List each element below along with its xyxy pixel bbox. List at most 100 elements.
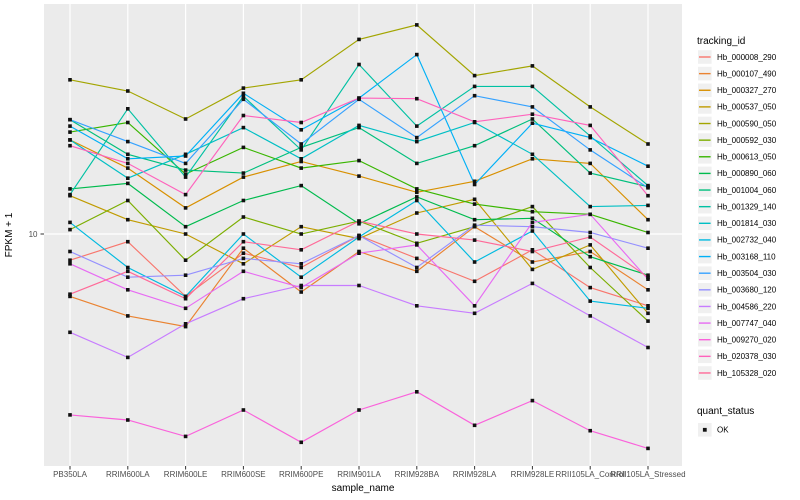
data-point [646,311,650,316]
data-point [357,408,361,412]
data-point [241,296,246,301]
data-point [299,159,303,164]
legend-entry: Hb_003680_120 [698,283,777,297]
legend-label: Hb_002732_040 [717,236,777,245]
data-point [472,197,477,202]
data-point [415,269,419,274]
legend-label: Hb_001329_140 [717,203,777,212]
data-point [299,120,303,125]
legend-label: Hb_000592_030 [717,136,777,145]
data-point [241,97,246,102]
data-point [530,204,535,209]
data-point [299,183,303,188]
data-point [183,296,188,301]
axis-ticks: PB350LA RRIM600LA RRIM600LE RRIM600SE RRIM60… [40,233,686,479]
legend-entry: Hb_000537_050 [698,100,777,114]
data-point [126,269,130,274]
legend-label: Hb_000890_060 [717,169,777,178]
data-point [588,230,592,235]
x-tick-label: RRIM600SE [221,470,265,479]
legend-entry: Hb_000008_290 [698,50,777,64]
data-point [530,249,535,254]
data-point [68,187,72,191]
data-point [126,418,130,422]
data-point [357,222,361,226]
data-point [357,174,361,178]
data-point [646,345,650,350]
data-point [68,138,72,142]
data-point [588,299,592,303]
data-point [472,84,477,89]
data-point [415,96,419,101]
data-point [646,288,650,292]
legend-label: Hb_007747_040 [717,319,777,328]
data-point [299,78,303,82]
data-point [68,292,72,296]
data-point [299,248,303,252]
data-point [472,311,477,316]
data-point [68,258,72,262]
data-point [183,206,188,210]
data-point [646,246,650,250]
data-point [68,78,72,82]
x-tick-label: RRIM928BA [395,470,440,479]
data-point [646,446,650,451]
data-point [299,262,303,266]
data-point [183,175,188,179]
data-point [357,251,361,255]
legend-entry: Hb_000590_050 [698,116,777,131]
x-axis-title: sample_name [332,483,395,494]
legend-entry: Hb_000327_270 [698,83,777,98]
data-point [299,148,303,152]
data-point [588,249,592,254]
legend-entry: Hb_003504_030 [698,266,777,280]
data-point [299,285,303,290]
legend-title-quant-status: quant_status [697,406,754,417]
data-point [241,269,246,274]
data-point [530,260,535,264]
legend-entry: Hb_001814_030 [698,216,777,231]
data-point [357,219,361,223]
data-point [415,265,419,270]
data-point [68,143,72,148]
data-point [126,139,130,144]
data-point [588,235,592,239]
data-point [646,319,650,323]
data-point [472,423,477,428]
legend-label: Hb_020378_030 [717,352,777,361]
x-tick-label: RRIM600LE [164,470,208,479]
data-point [241,125,246,130]
data-point [472,279,477,284]
x-tick-label: PB350LA [53,470,87,479]
legend-quant-status: OK [698,423,729,437]
data-point [530,152,535,157]
legend-label: Hb_001814_030 [717,219,777,228]
data-point [357,158,361,163]
data-point [299,290,303,294]
legend-label: Hb_000327_270 [717,86,777,95]
data-point [472,73,477,78]
data-point [472,238,477,242]
data-point [415,195,419,199]
data-point [183,294,188,299]
data-point [241,232,246,236]
data-point [588,148,592,152]
data-point [299,283,303,288]
data-point [646,183,650,188]
data-point [241,262,246,266]
legend-title-tracking-id: tracking_id [697,36,745,47]
data-point [646,164,650,168]
legend-entry: Hb_020378_030 [698,349,777,364]
data-point [415,139,419,144]
data-point [68,413,72,417]
data-point [646,142,650,146]
legend-label: Hb_000613_050 [717,153,777,162]
data-point [588,314,592,318]
data-point [183,434,188,439]
x-tick-label: RRII105LA_Control [556,470,626,479]
data-point [183,306,188,311]
data-point [183,258,188,262]
legend-label: Hb_009270_020 [717,336,777,345]
